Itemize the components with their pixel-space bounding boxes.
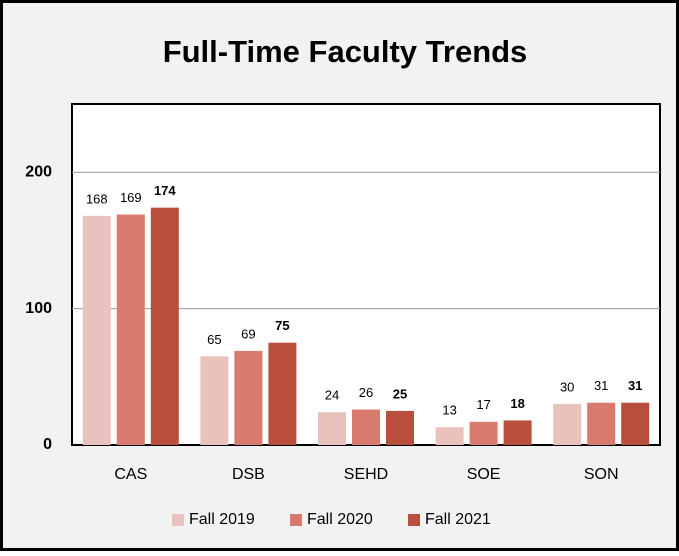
bar bbox=[435, 427, 464, 445]
data-label: 18 bbox=[510, 396, 524, 411]
legend-label: Fall 2020 bbox=[307, 511, 373, 528]
data-label: 17 bbox=[476, 397, 490, 412]
bar bbox=[200, 356, 229, 445]
data-label: 168 bbox=[86, 191, 108, 206]
x-tick-label: SOE bbox=[467, 466, 501, 483]
data-label: 25 bbox=[393, 386, 407, 401]
legend-label: Fall 2021 bbox=[425, 511, 491, 528]
bar bbox=[318, 412, 346, 445]
data-label: 31 bbox=[594, 378, 608, 393]
data-label: 169 bbox=[120, 190, 142, 205]
x-tick-label: DSB bbox=[232, 466, 265, 483]
chart-title: Full-Time Faculty Trends bbox=[163, 34, 528, 69]
legend-swatch bbox=[172, 514, 184, 526]
data-label: 174 bbox=[154, 183, 176, 198]
bar bbox=[234, 350, 263, 445]
y-tick-label: 100 bbox=[25, 300, 52, 317]
x-tick-label: SEHD bbox=[344, 466, 388, 483]
data-label: 31 bbox=[628, 378, 642, 393]
bar bbox=[116, 214, 145, 445]
x-tick-label: SON bbox=[584, 466, 619, 483]
bar bbox=[469, 421, 498, 445]
data-label: 24 bbox=[325, 388, 339, 403]
bar bbox=[150, 207, 179, 445]
data-label: 75 bbox=[275, 318, 289, 333]
data-label: 26 bbox=[359, 385, 373, 400]
data-label: 13 bbox=[442, 403, 456, 418]
y-tick-label: 0 bbox=[43, 436, 52, 453]
bar bbox=[503, 420, 532, 445]
bar bbox=[621, 402, 650, 445]
data-label: 65 bbox=[207, 332, 221, 347]
legend-swatch bbox=[290, 514, 302, 526]
x-tick-label: CAS bbox=[114, 466, 147, 483]
legend-swatch bbox=[408, 514, 420, 526]
legend-label: Fall 2019 bbox=[189, 511, 255, 528]
bar bbox=[587, 402, 616, 445]
y-tick-label: 200 bbox=[25, 163, 52, 180]
bar bbox=[352, 409, 380, 445]
bar bbox=[268, 342, 297, 445]
bar bbox=[82, 215, 111, 445]
bar bbox=[553, 404, 582, 445]
bar bbox=[386, 410, 414, 445]
data-label: 69 bbox=[241, 326, 255, 341]
data-label: 30 bbox=[560, 380, 574, 395]
